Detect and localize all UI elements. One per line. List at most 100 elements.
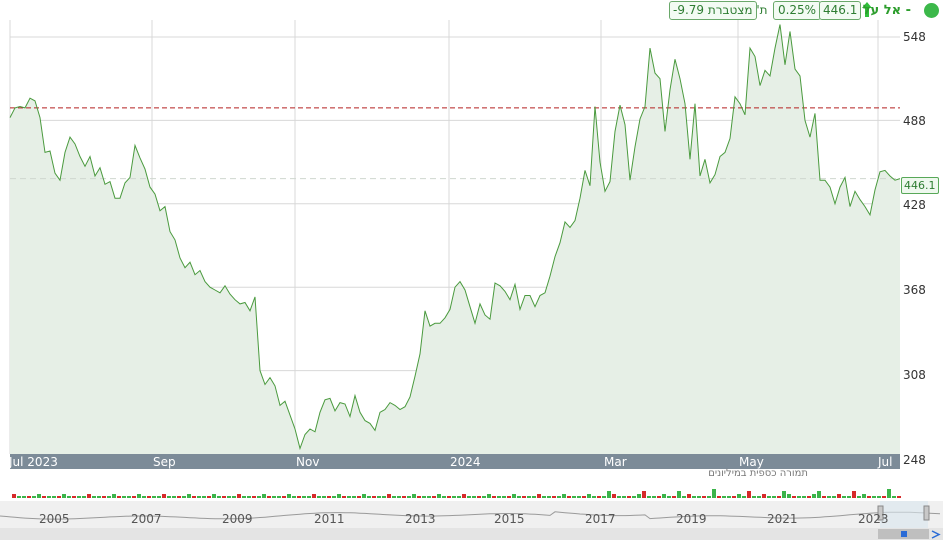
volume-bar (882, 496, 886, 498)
volume-bars (12, 489, 901, 498)
volume-bar (792, 496, 796, 498)
volume-bar (212, 494, 216, 498)
volume-bar (312, 494, 316, 498)
volume-bar (887, 489, 891, 498)
volume-bar (497, 496, 501, 498)
volume-bar (452, 496, 456, 498)
navigator-year-label: 2005 (39, 512, 70, 526)
volume-bar (252, 496, 256, 498)
volume-bar (722, 496, 726, 498)
volume-bar (617, 496, 621, 498)
volume-bar (282, 496, 286, 498)
x-tick-label: Sep (153, 455, 176, 469)
volume-bar (97, 496, 101, 498)
y-tick-label: 488 (903, 114, 926, 128)
volume-bar (47, 496, 51, 498)
volume-bar (807, 496, 811, 498)
volume-bar (422, 496, 426, 498)
volume-bar (622, 496, 626, 498)
volume-bar (752, 496, 756, 498)
volume-bar (797, 496, 801, 498)
volume-bar (42, 496, 46, 498)
scroll-right-icon[interactable] (931, 530, 941, 539)
x-axis-bar (10, 454, 900, 469)
x-tick-label: May (739, 455, 764, 469)
volume-bar (872, 496, 876, 498)
volume-bar (32, 496, 36, 498)
volume-bar (777, 496, 781, 498)
volume-bar (267, 496, 271, 498)
x-tick-label: Nov (296, 455, 320, 469)
volume-bar (67, 496, 71, 498)
volume-bar (567, 496, 571, 498)
volume-bar (197, 496, 201, 498)
volume-bar (17, 496, 21, 498)
volume-bar (102, 496, 106, 498)
volume-bar (172, 496, 176, 498)
volume-bar (352, 496, 356, 498)
volume-bar (222, 496, 226, 498)
volume-bar (522, 496, 526, 498)
volume-bar (182, 496, 186, 498)
volume-bar (427, 496, 431, 498)
volume-bar (317, 496, 321, 498)
volume-bar (147, 496, 151, 498)
price-area-fill (10, 24, 900, 454)
volume-bar (377, 496, 381, 498)
volume-bar (397, 496, 401, 498)
volume-bar (802, 496, 806, 498)
volume-bar (762, 494, 766, 498)
volume-bar (472, 496, 476, 498)
volume-bar (22, 496, 26, 498)
volume-bar (512, 494, 516, 498)
volume-bar (547, 496, 551, 498)
volume-bar (682, 496, 686, 498)
volume-bar (527, 496, 531, 498)
ytd-value: -9.79 (673, 3, 705, 17)
volume-bar (627, 496, 631, 498)
volume-bar (177, 496, 181, 498)
volume-bar (152, 496, 156, 498)
navigator-year-label: 2013 (405, 512, 436, 526)
up-arrow-icon (862, 2, 872, 17)
volume-bar (502, 496, 506, 498)
volume-bar (787, 494, 791, 498)
volume-bar (417, 496, 421, 498)
volume-bar (857, 496, 861, 498)
volume-bar (817, 491, 821, 498)
scrollbar-track (0, 528, 943, 540)
volume-bar (92, 496, 96, 498)
navigator-selection (880, 501, 928, 528)
navigator-handle-left[interactable] (877, 505, 884, 521)
volume-bar (677, 491, 681, 498)
volume-bar (277, 496, 281, 498)
volume-bar (577, 496, 581, 498)
volume-bar (27, 496, 31, 498)
volume-bar (672, 496, 676, 498)
volume-bar (407, 496, 411, 498)
volume-bar (247, 496, 251, 498)
volume-bar (237, 494, 241, 498)
navigator-year-label: 2007 (131, 512, 162, 526)
volume-bar (302, 496, 306, 498)
volume-bar (877, 496, 881, 498)
volume-bar (287, 494, 291, 498)
volume-bar (592, 496, 596, 498)
volume-bar (657, 496, 661, 498)
volume-bar (652, 496, 656, 498)
change-pct-box: 0.25% (773, 1, 821, 20)
navigator-year-label: 2021 (767, 512, 798, 526)
volume-bar (137, 494, 141, 498)
volume-bar (597, 496, 601, 498)
volume-bar (112, 494, 116, 498)
navigator-handle-right[interactable] (923, 505, 930, 521)
volume-bar (62, 494, 66, 498)
volume-bar (732, 496, 736, 498)
volume-bar (107, 496, 111, 498)
volume-bar (867, 496, 871, 498)
volume-bar (562, 494, 566, 498)
volume-bar (227, 496, 231, 498)
volume-bar (322, 496, 326, 498)
volume-bar (167, 496, 171, 498)
